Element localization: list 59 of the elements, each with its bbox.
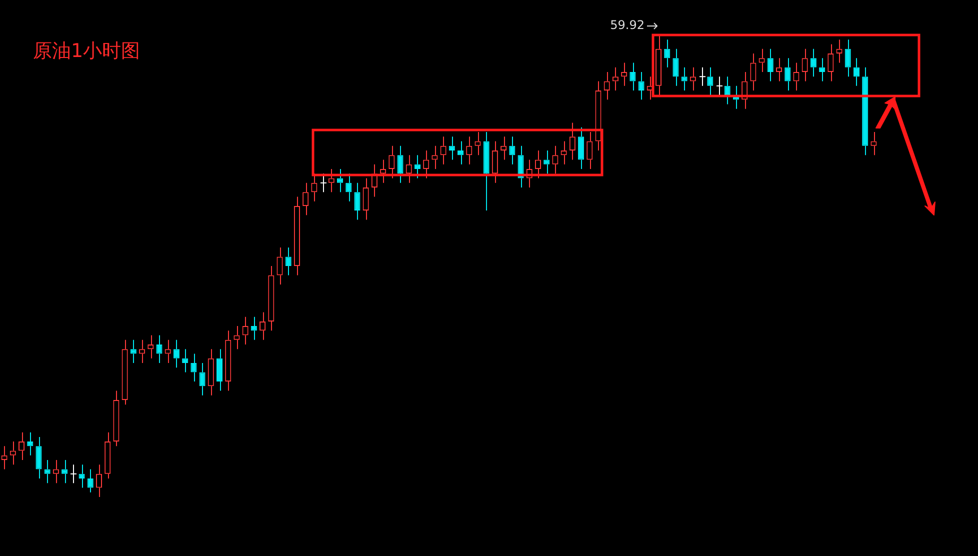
candlestick [862,66,868,156]
candlestick [397,145,404,184]
candlestick [164,339,171,364]
candlestick [70,464,77,484]
candlestick [474,132,481,156]
candlestick [268,266,274,332]
candlestick [225,330,232,392]
candlestick [208,348,214,396]
candlestick [216,348,223,392]
candlestick [346,173,352,202]
candlestick [664,39,670,68]
candlestick [234,326,240,350]
candlestick [578,126,584,170]
candlestick [122,339,128,406]
candlestick [130,339,136,364]
chart-title: 原油1小时图 [33,39,140,64]
candlestick [199,362,206,396]
candlestick [250,316,257,340]
text: 59.92 [610,18,644,32]
candlestick [432,145,438,170]
candlestick [758,48,765,72]
candlestick [354,182,360,220]
candlestick [62,460,68,484]
candlestick [104,432,111,480]
candlestick [320,173,327,193]
candlestick [509,136,516,165]
candlestick [586,132,593,170]
candlestick [844,39,851,78]
candlestick [569,122,576,160]
candlestick [36,436,42,480]
candlestick [78,464,85,488]
candlestick [544,150,550,174]
candlestick [276,247,283,285]
candlestick [113,390,120,447]
candlestick [681,66,688,91]
candlestick [802,48,808,82]
candlestick [784,58,791,91]
candlestick [96,464,102,498]
candlestick [294,196,300,276]
candlestick [448,136,455,160]
candlestick [672,48,679,86]
candlestick [44,460,50,484]
candlestick [870,132,877,156]
candlestick [492,140,498,184]
candlestick [27,432,34,456]
candlestick [767,48,774,82]
candlestick [750,52,756,91]
candlestick [828,44,834,82]
candlestick [716,76,723,96]
candlestick [182,348,188,373]
candlestick [707,66,714,96]
candlestick [336,168,344,193]
candlestick [483,132,490,212]
candlestick [655,34,662,96]
candlestick [302,182,309,216]
candlestick [595,80,602,151]
candlestick [362,178,369,220]
candlestick [388,145,395,179]
candlestick [699,66,706,86]
